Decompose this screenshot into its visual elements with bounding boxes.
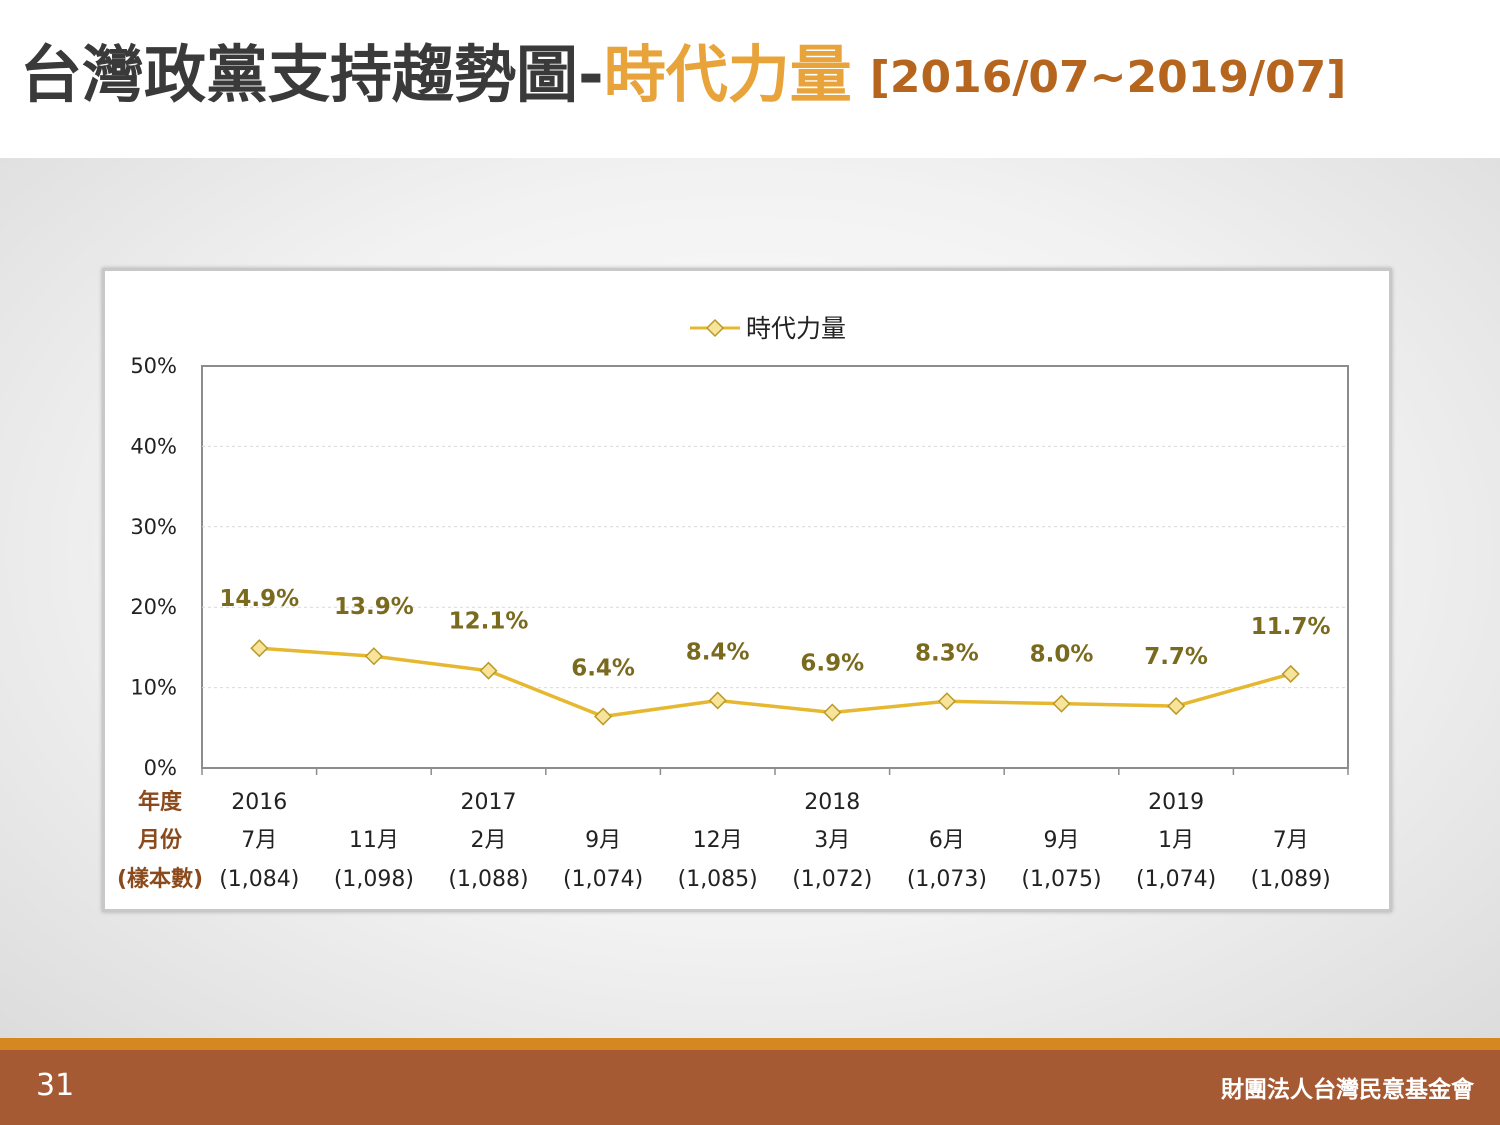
title-main: 台灣政黨支持趨勢圖-: [20, 38, 604, 111]
data-label: 11.7%: [1251, 614, 1331, 640]
row-label-month: 月份: [137, 828, 183, 853]
x-sample-label: (1,089): [1251, 867, 1331, 892]
data-point: [250, 639, 269, 658]
y-tick-label: 0%: [144, 756, 177, 780]
data-point: [1052, 694, 1071, 713]
data-label: 14.9%: [219, 586, 299, 612]
x-sample-label: (1,084): [219, 867, 299, 892]
y-tick-label: 40%: [130, 434, 177, 458]
data-point: [364, 647, 383, 666]
data-point: [708, 691, 727, 710]
x-month-label: 1月: [1158, 828, 1194, 853]
footer-bar: 31 財團法人台灣民意基金會: [0, 1050, 1500, 1125]
chart-frame: 0% 10% 20% 30% 40% 50% 時代力量 14.9% 13.9% 12.1% 6.4%…: [102, 268, 1392, 912]
x-year-label: 2019: [1148, 790, 1204, 815]
x-year-label: 2018: [804, 790, 860, 815]
page-number: 31: [36, 1068, 75, 1103]
plot-area: [201, 365, 1349, 769]
data-label: 8.4%: [686, 639, 750, 665]
series-line: [259, 646, 1292, 719]
data-label: 12.1%: [449, 609, 529, 635]
x-sample-label: (1,074): [1136, 867, 1216, 892]
row-label-sample: (樣本數): [117, 866, 203, 892]
data-point: [594, 707, 613, 726]
x-month-label: 11月: [349, 828, 399, 853]
x-year-label: 2016: [231, 790, 287, 815]
title-accent: 時代力量: [603, 38, 852, 111]
x-sample-label: (1,088): [448, 867, 528, 892]
x-year-label: 2017: [461, 790, 517, 815]
row-label-year: 年度: [138, 789, 183, 815]
slide-header: 台灣政黨支持趨勢圖-時代力量 [2016/07~2019/07]: [0, 0, 1500, 158]
x-month-label: 3月: [814, 828, 850, 853]
y-tick-label: 20%: [130, 595, 177, 619]
data-label: 13.9%: [334, 594, 414, 620]
data-label: 6.4%: [571, 656, 635, 682]
x-month-label: 9月: [585, 828, 621, 853]
x-sample-label: (1,074): [563, 867, 643, 892]
x-month-label: 12月: [693, 828, 743, 853]
data-label: 6.9%: [800, 651, 864, 677]
data-point: [937, 692, 956, 711]
data-point: [479, 661, 498, 680]
data-label: 7.7%: [1144, 644, 1208, 670]
x-sample-label: (1,072): [792, 867, 872, 892]
data-point: [1281, 664, 1300, 683]
x-month-label: 6月: [929, 828, 965, 853]
x-month-label: 7月: [1273, 828, 1309, 853]
x-month-label: 2月: [471, 828, 507, 853]
x-sample-label: (1,085): [678, 867, 758, 892]
legend-marker: [705, 318, 725, 338]
data-label: 8.0%: [1030, 642, 1094, 668]
x-sample-label: (1,098): [334, 867, 414, 892]
footer-accent-line: [0, 1038, 1500, 1050]
y-tick-label: 10%: [130, 676, 177, 700]
legend-label: 時代力量: [746, 314, 846, 343]
x-month-label: 9月: [1044, 828, 1080, 853]
slide-title: 台灣政黨支持趨勢圖-時代力量 [2016/07~2019/07]: [20, 30, 1346, 123]
organization-name: 財團法人台灣民意基金會: [1221, 1077, 1474, 1103]
x-sample-label: (1,075): [1021, 867, 1101, 892]
y-tick-label: 30%: [130, 515, 177, 539]
x-sample-label: (1,073): [907, 867, 987, 892]
data-label: 8.3%: [915, 640, 979, 666]
x-month-label: 7月: [241, 828, 277, 853]
data-point: [823, 703, 842, 722]
data-point: [1167, 697, 1186, 716]
y-tick-label: 50%: [130, 354, 177, 378]
line-chart: 0% 10% 20% 30% 40% 50% 時代力量 14.9% 13.9% 12.1% 6.4%…: [117, 314, 1349, 892]
title-range: [2016/07~2019/07]: [869, 52, 1347, 103]
